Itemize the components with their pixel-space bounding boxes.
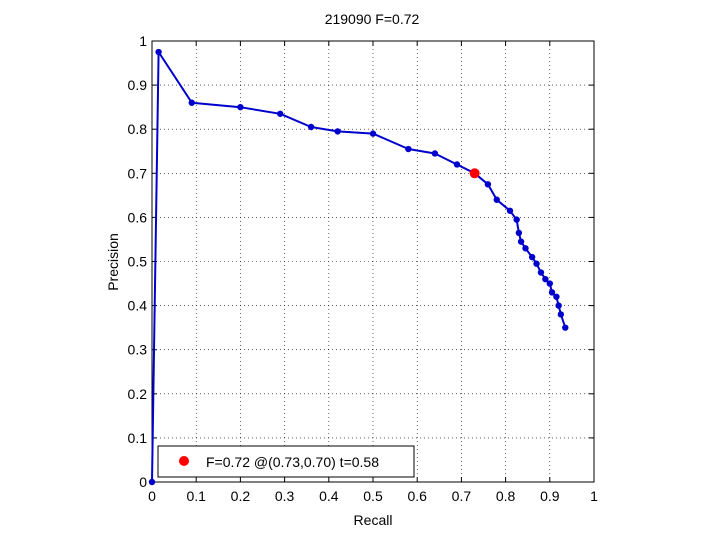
pr-curve-point bbox=[334, 128, 341, 135]
x-tick-label: 0.4 bbox=[319, 488, 339, 504]
pr-curve-point bbox=[537, 269, 545, 276]
pr-curve-point bbox=[517, 238, 525, 245]
pr-curve-point bbox=[553, 293, 560, 300]
pr-curve-point bbox=[562, 324, 569, 331]
pr-curve-point bbox=[155, 48, 162, 56]
y-tick-label: 0.9 bbox=[128, 77, 148, 93]
pr-curve-point bbox=[369, 130, 377, 137]
x-tick-label: 0.1 bbox=[186, 488, 206, 504]
x-tick-label: 0.9 bbox=[540, 488, 560, 504]
pr-curve-point bbox=[548, 289, 556, 296]
pr-curve-point bbox=[522, 245, 529, 252]
y-tick-label: 0.6 bbox=[128, 209, 148, 225]
x-tick-label: 0.2 bbox=[231, 488, 251, 504]
pr-curve-point bbox=[533, 260, 540, 267]
y-tick-label: 0.7 bbox=[128, 165, 148, 181]
y-tick-label: 0 bbox=[139, 474, 147, 490]
pr-curve-point bbox=[528, 253, 536, 261]
pr-curve-point bbox=[148, 478, 156, 486]
pr-curve-point bbox=[555, 302, 562, 309]
pr-curve-point bbox=[515, 229, 523, 237]
x-tick-label: 0.5 bbox=[363, 488, 383, 504]
x-tick-label: 0.6 bbox=[407, 488, 427, 504]
grid-lines bbox=[152, 41, 594, 482]
pr-curve-point bbox=[431, 150, 439, 157]
y-tick-label: 1 bbox=[139, 33, 147, 49]
x-tick-label: 0.7 bbox=[452, 488, 472, 504]
chart-title: 219090 F=0.72 bbox=[325, 11, 420, 27]
pr-curve-point bbox=[405, 145, 412, 153]
pr-curve-point bbox=[453, 161, 461, 168]
y-tick-label: 0.3 bbox=[128, 342, 148, 358]
y-tick-label: 0.1 bbox=[128, 430, 148, 446]
y-axis-ticks: 0 0.1 0.2 0.3 0.4 0.5 0.6 0.7 0.8 0.9 1 bbox=[128, 33, 594, 490]
series-layer bbox=[148, 48, 569, 486]
x-tick-label: 0.8 bbox=[496, 488, 516, 504]
pr-curve-point bbox=[276, 110, 284, 117]
pr-curve-point bbox=[506, 207, 514, 214]
legend-box bbox=[157, 445, 415, 478]
y-tick-label: 0.8 bbox=[128, 121, 148, 137]
pr-curve-point bbox=[493, 196, 500, 203]
legend-marker bbox=[179, 456, 189, 466]
pr-curve-point bbox=[307, 123, 315, 131]
pr-curve-point bbox=[237, 103, 244, 111]
legend-entry-text: F=0.72 @(0.73,0.70) t=0.58 bbox=[206, 454, 379, 470]
y-axis-label: Precision bbox=[105, 233, 121, 291]
pr-curve-point bbox=[484, 181, 492, 188]
pr-curve-point bbox=[546, 280, 553, 287]
pr-curve-point bbox=[188, 99, 195, 106]
highlight-layer bbox=[469, 168, 480, 179]
plot-frame bbox=[151, 40, 595, 483]
y-tick-label: 0.4 bbox=[128, 298, 148, 314]
pr-curve-point bbox=[557, 311, 565, 318]
y-tick-label: 0.2 bbox=[128, 386, 148, 402]
best-f-point bbox=[469, 168, 480, 179]
y-tick-label: 0.5 bbox=[128, 254, 148, 270]
x-tick-label: 1 bbox=[590, 488, 598, 504]
x-axis-label: Recall bbox=[354, 512, 393, 528]
pr-curve-point bbox=[513, 216, 520, 223]
pr-curve-point bbox=[542, 275, 549, 283]
x-tick-label: 0 bbox=[148, 488, 156, 504]
x-tick-label: 0.3 bbox=[275, 488, 295, 504]
legend: F=0.72 @(0.73,0.70) t=0.58 bbox=[157, 445, 415, 478]
